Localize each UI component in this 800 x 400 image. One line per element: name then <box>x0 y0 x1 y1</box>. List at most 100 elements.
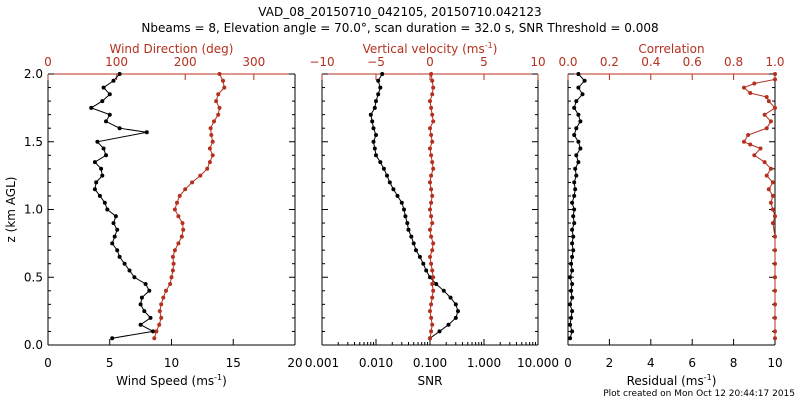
data-point <box>414 248 418 253</box>
data-point <box>572 207 577 212</box>
data-point <box>773 248 777 253</box>
data-point <box>573 187 578 192</box>
data-point <box>574 173 579 178</box>
data-point <box>429 329 434 334</box>
data-point <box>176 214 181 219</box>
top-axis-label-text: Vertical velocity (ms <box>363 42 485 56</box>
data-point <box>99 166 104 171</box>
data-point <box>411 241 416 246</box>
x-axis-label-end: ) <box>222 374 227 388</box>
data-point <box>576 160 581 165</box>
data-point <box>101 85 106 90</box>
data-point <box>376 78 381 83</box>
data-point <box>746 133 751 137</box>
data-point <box>431 85 436 90</box>
x-axis-label-exponent: -1 <box>704 373 712 382</box>
x-axis-label-exponent: -1 <box>214 373 222 382</box>
panel-1: 0.0 0.5 1.0 1.5 2.0 z (km AGL) 0 5 10 15 20 Wind Sp… <box>4 42 303 388</box>
data-point <box>773 105 777 110</box>
data-point <box>569 288 574 293</box>
data-point <box>762 112 767 117</box>
x-tick-label: 15 <box>226 356 241 370</box>
top-tick-label: 300 <box>242 55 265 69</box>
data-point <box>431 288 436 293</box>
data-point <box>574 126 579 131</box>
data-point <box>142 309 147 314</box>
data-point <box>409 234 414 239</box>
series-top-line <box>153 73 225 339</box>
x-axis-label: Wind Speed (ms-1) <box>116 373 227 388</box>
data-point <box>139 295 144 300</box>
y-tick-label: 0.0 <box>24 338 43 352</box>
data-point <box>138 322 143 327</box>
data-point <box>127 268 132 273</box>
data-point <box>431 166 436 171</box>
data-point <box>431 241 436 246</box>
data-point <box>770 221 775 226</box>
data-point <box>371 139 376 144</box>
data-point <box>378 160 383 165</box>
data-point <box>768 200 773 205</box>
data-point <box>402 207 406 212</box>
data-point <box>183 187 188 192</box>
data-point <box>764 95 769 99</box>
top-tick-label: 0 <box>44 55 52 69</box>
top-tick-label: 0.0 <box>558 55 577 69</box>
data-point <box>372 146 377 151</box>
data-point <box>424 268 429 273</box>
x-axis-label: Residual (ms-1) <box>627 373 717 388</box>
data-point <box>773 329 777 334</box>
top-axis-label: Wind Direction (deg) <box>110 42 234 56</box>
data-point <box>574 153 579 158</box>
x-tick-label: 6 <box>688 356 696 370</box>
data-point <box>89 105 94 110</box>
data-point <box>207 160 212 165</box>
data-point <box>210 139 215 144</box>
data-point <box>773 214 777 219</box>
data-point <box>430 112 435 117</box>
data-point <box>430 92 435 97</box>
top-axis-label-text: Wind Direction (deg) <box>110 42 234 56</box>
data-point <box>381 166 386 171</box>
data-point <box>428 99 432 104</box>
series-bottom-line <box>569 73 586 339</box>
data-point <box>122 261 127 266</box>
data-point <box>570 241 575 246</box>
data-point <box>578 119 583 124</box>
x-axis-label: SNR <box>418 374 443 388</box>
data-point <box>428 336 432 341</box>
data-point <box>766 99 771 104</box>
data-point <box>748 142 753 147</box>
data-point <box>773 72 777 76</box>
data-point <box>434 282 439 286</box>
data-point <box>152 336 157 341</box>
data-point <box>164 288 168 293</box>
data-point <box>154 329 159 334</box>
data-point <box>429 173 434 178</box>
data-point <box>171 261 176 266</box>
data-point <box>159 315 164 320</box>
data-point <box>429 72 434 76</box>
data-point <box>430 221 435 226</box>
data-point <box>428 146 432 151</box>
data-point <box>104 153 108 158</box>
data-point <box>429 261 434 266</box>
data-point <box>107 92 112 97</box>
data-point <box>572 180 577 185</box>
data-point <box>430 78 435 83</box>
figure-subtitle: Nbeams = 8, Elevation angle = 70.0°, sca… <box>141 21 658 35</box>
data-point <box>748 91 753 95</box>
data-point <box>378 85 383 90</box>
data-point <box>764 173 769 178</box>
data-point <box>773 77 777 82</box>
data-point <box>214 99 219 104</box>
data-point <box>190 180 195 185</box>
series-top-line <box>429 73 434 339</box>
data-point <box>421 261 426 266</box>
top-tick-label: −5 <box>367 55 385 69</box>
data-point <box>209 133 214 137</box>
data-point <box>568 275 573 280</box>
data-point <box>571 214 576 219</box>
data-point <box>770 193 775 198</box>
